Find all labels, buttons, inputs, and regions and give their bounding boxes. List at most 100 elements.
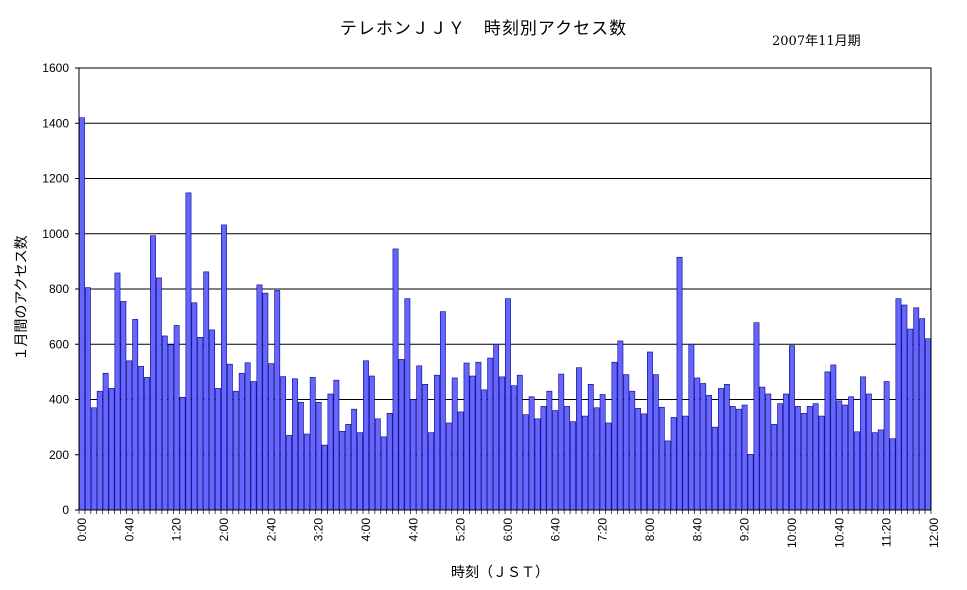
bar bbox=[599, 394, 606, 511]
y-tick-label: 1200 bbox=[42, 172, 69, 186]
bar bbox=[297, 401, 304, 511]
chart-title: テレホンＪＪＹ 時刻別アクセス数 bbox=[339, 19, 628, 39]
bar bbox=[611, 361, 618, 511]
x-axis-title: 時刻（ＪＳＴ） bbox=[451, 565, 549, 581]
x-tick-label: 11:20 bbox=[880, 518, 894, 547]
bar bbox=[487, 357, 494, 511]
bar bbox=[729, 406, 736, 511]
bar bbox=[593, 407, 600, 511]
bar bbox=[191, 302, 198, 511]
bar bbox=[333, 379, 340, 511]
bar bbox=[321, 444, 328, 511]
bar bbox=[138, 366, 145, 511]
bar bbox=[812, 403, 819, 511]
bar bbox=[652, 374, 659, 511]
bar bbox=[368, 375, 375, 511]
bar bbox=[741, 404, 748, 511]
x-tick-label: 6:00 bbox=[501, 518, 515, 542]
bar bbox=[416, 365, 423, 511]
bar bbox=[546, 390, 553, 511]
bar bbox=[682, 415, 689, 511]
bar bbox=[244, 362, 251, 511]
bar bbox=[499, 376, 505, 511]
bar bbox=[445, 422, 452, 511]
bar bbox=[215, 388, 221, 511]
y-tick-label: 200 bbox=[49, 448, 69, 462]
bar bbox=[670, 417, 677, 511]
bar bbox=[108, 388, 115, 511]
bar bbox=[771, 424, 778, 511]
x-tick-label: 2:00 bbox=[217, 518, 231, 542]
x-tick-label: 10:40 bbox=[832, 518, 846, 548]
bar bbox=[351, 408, 358, 511]
bar bbox=[386, 413, 393, 511]
y-tick-label: 400 bbox=[49, 393, 69, 407]
bar bbox=[676, 256, 683, 511]
bar bbox=[558, 373, 565, 511]
bar bbox=[516, 374, 523, 511]
bar bbox=[789, 345, 795, 511]
bar bbox=[102, 372, 109, 511]
bar bbox=[90, 407, 97, 511]
bar bbox=[747, 454, 754, 511]
bar bbox=[126, 360, 133, 511]
bar bbox=[794, 406, 801, 511]
bar bbox=[457, 411, 464, 511]
bar bbox=[629, 390, 636, 511]
x-tick-label: 0:00 bbox=[75, 518, 89, 542]
bar bbox=[238, 372, 245, 511]
bar bbox=[913, 307, 920, 511]
x-tick-label: 6:40 bbox=[548, 518, 562, 542]
bar bbox=[860, 376, 866, 511]
bar bbox=[718, 388, 724, 511]
bar bbox=[777, 403, 784, 511]
bar bbox=[232, 390, 239, 511]
bar bbox=[528, 396, 535, 511]
x-tick-label: 4:00 bbox=[359, 518, 373, 542]
bar bbox=[830, 364, 837, 511]
bar bbox=[635, 408, 642, 511]
bar bbox=[96, 390, 103, 511]
chart-subtitle: 2007年11月期 bbox=[772, 34, 861, 49]
bar bbox=[510, 385, 517, 511]
x-tick-label: 4:40 bbox=[406, 518, 420, 542]
bar bbox=[865, 393, 872, 511]
bar bbox=[664, 440, 671, 511]
bar bbox=[658, 406, 665, 511]
bar bbox=[753, 322, 760, 511]
bar bbox=[877, 429, 884, 511]
bar bbox=[564, 406, 571, 511]
bar bbox=[250, 381, 257, 511]
x-axis-ticks: 0:00 0:40 1:20 2:00 2:40 3:20 4:00 4:40 5:20 6:00… bbox=[75, 510, 941, 548]
bar bbox=[221, 224, 227, 511]
gridlines bbox=[79, 122, 931, 456]
bar bbox=[783, 393, 789, 511]
bar bbox=[854, 431, 860, 511]
y-axis-ticks: 0 200 400 600 800 1000 1200 1400 1600 bbox=[42, 61, 79, 517]
bar bbox=[836, 400, 843, 511]
bar bbox=[280, 376, 287, 511]
bar bbox=[357, 432, 363, 511]
bar bbox=[167, 344, 174, 511]
y-tick-label: 600 bbox=[49, 337, 69, 351]
bar bbox=[422, 384, 429, 511]
bar bbox=[209, 329, 216, 511]
bar bbox=[428, 432, 434, 511]
bar bbox=[84, 287, 91, 511]
x-tick-label: 7:20 bbox=[596, 518, 610, 542]
bar bbox=[617, 340, 624, 511]
bar bbox=[647, 351, 653, 511]
y-tick-label: 0 bbox=[62, 503, 69, 517]
bar bbox=[161, 335, 168, 511]
bar bbox=[641, 413, 647, 511]
bar bbox=[889, 438, 896, 511]
bar bbox=[842, 404, 849, 511]
bar bbox=[463, 362, 470, 511]
bar bbox=[688, 343, 695, 511]
bar bbox=[871, 432, 878, 511]
bar bbox=[120, 301, 127, 511]
x-tick-label: 5:20 bbox=[454, 518, 468, 542]
bar bbox=[522, 414, 529, 511]
bar bbox=[226, 363, 233, 511]
